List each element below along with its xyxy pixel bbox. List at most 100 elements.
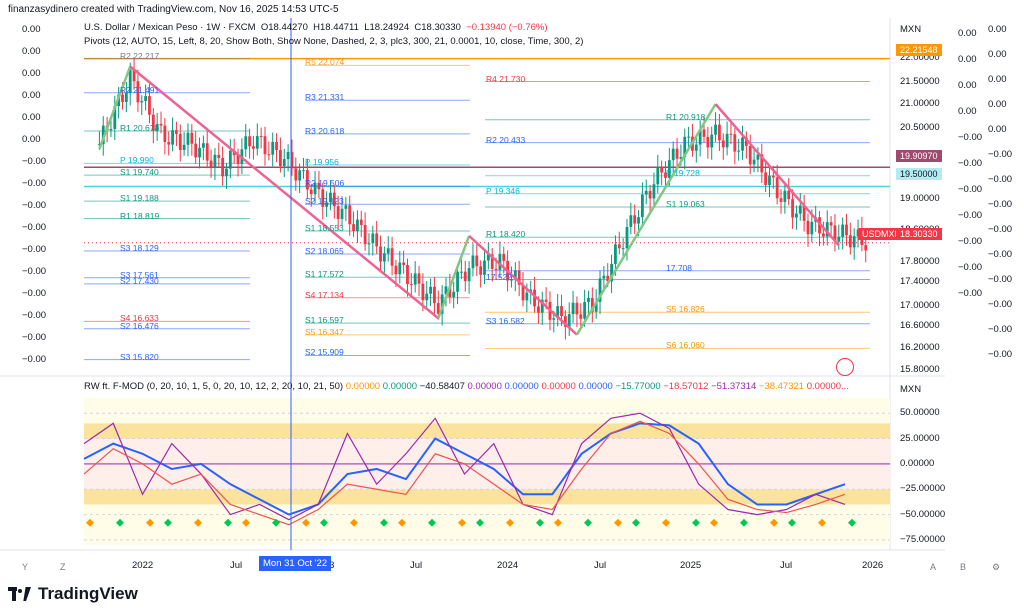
signal-marker xyxy=(272,518,280,527)
candle-body xyxy=(768,175,771,185)
pivot-label: S1 19.188 xyxy=(120,193,159,204)
event-flag-icon[interactable] xyxy=(836,358,854,376)
osc-series-line xyxy=(83,412,846,521)
candle-body xyxy=(463,271,467,282)
signal-marker xyxy=(740,518,748,527)
candle-body xyxy=(606,275,610,282)
candle-body xyxy=(629,215,633,227)
candle-body xyxy=(356,219,359,232)
brand-name: TradingView xyxy=(38,584,138,603)
candle-body xyxy=(483,260,486,275)
candle-body xyxy=(436,303,440,314)
candle-body xyxy=(171,130,174,145)
candle-body xyxy=(718,124,721,141)
osc-band xyxy=(84,489,890,505)
candle-body xyxy=(829,222,833,226)
candle-body xyxy=(194,143,198,158)
candle-body xyxy=(298,170,302,181)
pivot-label: S1 16.597 xyxy=(305,315,344,326)
candle-body xyxy=(475,255,479,267)
left-scale-tick: −0.00 xyxy=(22,200,47,211)
candle-body xyxy=(225,168,228,177)
pivot-label: S6 16.060 xyxy=(666,340,705,351)
candle-body xyxy=(390,248,394,266)
candle-body xyxy=(552,318,556,320)
candle-body xyxy=(660,166,664,173)
indicator-legend[interactable]: RW ft. F-MOD (0, 20, 10, 1, 5, 0, 20, 10… xyxy=(84,381,849,392)
overlay-tick: −0.00 xyxy=(988,224,1013,235)
signal-marker xyxy=(536,518,544,527)
auto-scale-toggle[interactable]: A xyxy=(930,562,937,572)
trendline xyxy=(575,103,717,336)
candle-body xyxy=(413,273,417,285)
signal-marker xyxy=(554,518,562,527)
pivot-label: R2 22.217 xyxy=(120,50,160,61)
scale-b-toggle[interactable]: B xyxy=(960,562,967,572)
osc-series-line xyxy=(83,420,846,526)
candle-body xyxy=(533,289,536,307)
candle-body xyxy=(371,233,375,244)
candle-body xyxy=(721,140,725,148)
signal-marker xyxy=(476,518,484,527)
pivot-label: R5 22.074 xyxy=(305,57,345,68)
time-tick: Jul xyxy=(230,560,243,571)
trendline xyxy=(468,234,578,336)
pivot-label: S1 19.063 xyxy=(666,199,705,210)
candle-body xyxy=(656,166,660,185)
crosshair-time-label: Mon 31 Oct '22 xyxy=(259,556,332,571)
candle-body xyxy=(540,299,544,313)
pivots-legend[interactable]: Pivots (12, AUTO, 15, Left, 8, 20, Show … xyxy=(84,36,584,47)
osc-tick: 50.00000 xyxy=(900,407,940,419)
pivot-label: S4 16.633 xyxy=(120,313,159,324)
candle-body xyxy=(213,154,217,168)
candle-body xyxy=(590,297,594,312)
zoom-toggle[interactable]: Z xyxy=(60,562,66,572)
candle-body xyxy=(459,271,463,273)
indicator-value: 0.00000 xyxy=(538,381,576,392)
indicator-value: 0.00000 xyxy=(345,381,381,392)
osc-tick: −25.00000 xyxy=(900,483,946,495)
price-tick: 17.80000 xyxy=(900,256,940,267)
candle-body xyxy=(317,182,321,190)
signal-marker xyxy=(116,518,124,527)
candle-body xyxy=(617,244,621,249)
candle-body xyxy=(159,123,163,126)
candle-body xyxy=(167,141,171,145)
candle-body xyxy=(248,136,251,147)
indicator-value: −15.77000 xyxy=(612,381,661,392)
candle-body xyxy=(818,217,821,234)
price-tick: 16.60000 xyxy=(900,320,940,331)
settings-gear-icon[interactable]: ⚙ xyxy=(992,562,1001,572)
overlay-tick: −0.00 xyxy=(988,149,1013,160)
price-tick: 19.00000 xyxy=(900,193,940,204)
left-scale-tick: 0.00 xyxy=(22,134,41,145)
candle-body xyxy=(664,172,667,178)
candle-body xyxy=(456,271,459,292)
candle-body xyxy=(182,144,186,151)
log-toggle[interactable]: Y xyxy=(22,562,29,572)
indicator-value: 0.00000 xyxy=(464,381,502,392)
candle-body xyxy=(648,190,652,199)
signal-marker xyxy=(194,518,202,527)
indicator-value: 0.00000 xyxy=(380,381,418,392)
candle-body xyxy=(163,125,167,142)
candle-body xyxy=(367,243,371,245)
candle-body xyxy=(702,129,706,137)
osc-tick: 25.00000 xyxy=(900,432,940,444)
candle-body xyxy=(101,125,105,145)
time-tick: Jul xyxy=(594,560,607,571)
price-legend[interactable]: U.S. Dollar / Mexican Peso · 1W · FXCM O… xyxy=(84,22,548,33)
overlay-tick: −0.00 xyxy=(958,236,983,247)
candle-body xyxy=(255,136,259,149)
trendline xyxy=(98,66,132,150)
candle-body xyxy=(479,266,483,275)
candle-body xyxy=(841,224,845,237)
tradingview-logo: TradingView xyxy=(8,584,138,604)
overlay-tick: 0.00 xyxy=(958,106,977,117)
signal-marker xyxy=(146,518,154,527)
left-scale-tick: −0.00 xyxy=(22,244,47,255)
left-scale-tick: −0.00 xyxy=(22,156,47,167)
time-tick: 2025 xyxy=(680,560,702,571)
candle-body xyxy=(714,124,717,135)
